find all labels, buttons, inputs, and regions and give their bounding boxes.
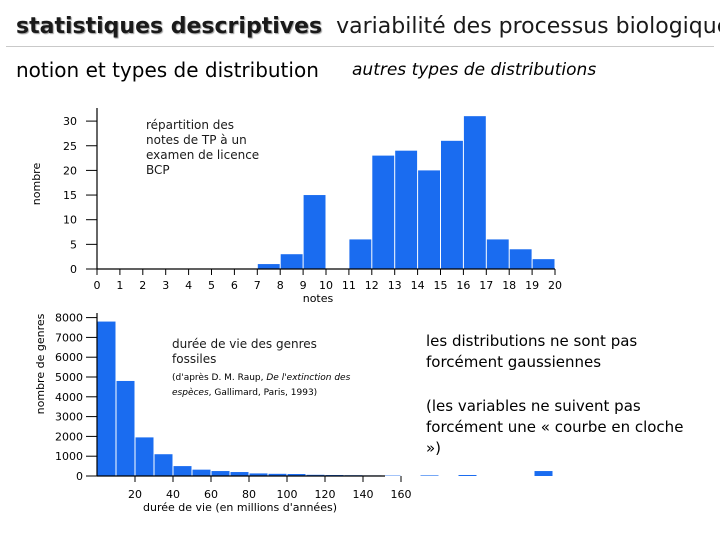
chart2-y-tick-label: 8000 xyxy=(55,312,83,325)
chart2-annotation-line: durée de vie des genres xyxy=(172,337,317,351)
header-divider xyxy=(6,46,714,47)
chart1-ylabel: nombre xyxy=(30,163,43,206)
chart2-x-tick-label: 160 xyxy=(391,488,412,501)
chart1-bar xyxy=(463,116,486,269)
chart1-x-tick-label: 12 xyxy=(365,279,379,292)
chart2-y-tick-label: 1000 xyxy=(55,450,83,463)
subtitle-right: autres types de distributions xyxy=(352,60,597,80)
chart2-xlabel: durée de vie (en millions d'années) xyxy=(143,501,337,514)
chart2-bar xyxy=(135,437,154,476)
chart1-annotation-line: BCP xyxy=(146,163,170,177)
chart1-x-tick-label: 10 xyxy=(319,279,333,292)
chart2-bar xyxy=(268,473,287,476)
chart1-bar xyxy=(372,155,395,269)
chart1-x-tick-label: 6 xyxy=(231,279,238,292)
chart1-bar xyxy=(509,249,532,269)
chart1-x-tick-label: 13 xyxy=(388,279,402,292)
chart1-x-tick-label: 8 xyxy=(277,279,284,292)
chart2-y-tick-label: 0 xyxy=(76,470,83,483)
chart1-x-tick-label: 16 xyxy=(456,279,470,292)
chart1-x-tick-label: 11 xyxy=(342,279,356,292)
chart2-bar xyxy=(230,472,249,476)
chart1-y-tick-label: 5 xyxy=(70,238,77,251)
chart1-x-tick-label: 14 xyxy=(411,279,425,292)
chart1-y-tick-label: 30 xyxy=(63,115,77,128)
chart2-x-tick-label: 100 xyxy=(277,488,298,501)
chart2-x-tick-label: 140 xyxy=(353,488,374,501)
chart1-y-tick-label: 15 xyxy=(63,189,77,202)
chart1-x-tick-label: 2 xyxy=(139,279,146,292)
subtitle-left: notion et types de distribution xyxy=(16,58,319,82)
chart1-bar xyxy=(303,195,326,269)
chart2-x-tick-label: 40 xyxy=(166,488,180,501)
chart2-y-tick-label: 5000 xyxy=(55,371,83,384)
chart1-bar xyxy=(257,264,280,269)
chart2-x-tick-label: 60 xyxy=(204,488,218,501)
header-title-rest: variabilité des processus biologiques xyxy=(336,14,720,39)
chart1-bar xyxy=(418,170,440,269)
chart2-bar xyxy=(173,466,192,476)
chart1-x-tick-label: 5 xyxy=(208,279,215,292)
chart2-bar xyxy=(154,454,173,476)
chart1-x-tick-label: 15 xyxy=(434,279,448,292)
chart1-x-tick-label: 20 xyxy=(548,279,562,292)
chart1-bar xyxy=(532,259,555,269)
chart2-y-tick-label: 6000 xyxy=(55,351,83,364)
chart2-bar xyxy=(458,475,477,476)
chart2-bar xyxy=(249,473,268,476)
chart2-bar xyxy=(420,475,439,476)
chart1-x-tick-label: 4 xyxy=(185,279,192,292)
chart2-bar xyxy=(534,471,553,476)
chart1-y-tick-label: 10 xyxy=(63,214,77,227)
chart2-bar xyxy=(116,380,135,476)
chart1-bar xyxy=(441,140,463,269)
side-text-distributions: les distributions ne sont pas forcément … xyxy=(426,332,638,371)
chart1-bar xyxy=(395,150,418,269)
chart2-x-tick-label: 80 xyxy=(242,488,256,501)
chart1-annotation-line: notes de TP à un xyxy=(146,133,247,147)
chart1-xlabel: notes xyxy=(303,292,334,305)
chart1-x-tick-label: 19 xyxy=(525,279,539,292)
page-header: statistiques descriptives variabilité des… xyxy=(16,14,720,39)
chart1-x-tick-label: 3 xyxy=(162,279,169,292)
chart2-annotation-line: fossiles xyxy=(172,352,216,366)
chart2-y-tick-label: 2000 xyxy=(55,430,83,443)
chart2-bar xyxy=(211,471,230,476)
chart1-y-tick-label: 0 xyxy=(70,263,77,276)
chart2-y-tick-label: 3000 xyxy=(55,411,83,424)
chart1-y-tick-label: 20 xyxy=(63,164,77,177)
chart2-bar xyxy=(287,474,306,476)
chart2-ylabel: nombre de genres xyxy=(34,313,47,414)
chart1-bar xyxy=(349,239,372,269)
side-text-variables: (les variables ne suivent pas forcément … xyxy=(426,397,684,457)
chart2-source-line2: espèces, Gallimard, Paris, 1993) xyxy=(172,387,317,398)
chart2-y-tick-label: 7000 xyxy=(55,331,83,344)
chart2-source: (d'après D. M. Raup, De l'extinction des xyxy=(172,372,351,383)
chart2-bar xyxy=(97,321,116,476)
chart1-y-tick-label: 25 xyxy=(63,140,77,153)
chart1-x-tick-label: 7 xyxy=(254,279,261,292)
chart2-x-tick-label: 120 xyxy=(315,488,336,501)
chart1-annotation-line: examen de licence xyxy=(146,148,259,162)
chart1-x-tick-label: 17 xyxy=(479,279,493,292)
chart2-x-tick-label: 20 xyxy=(128,488,142,501)
header-title-bold: statistiques descriptives xyxy=(16,14,323,39)
chart1-x-tick-label: 18 xyxy=(502,279,516,292)
chart1-bar xyxy=(280,254,303,269)
chart1-bar xyxy=(486,239,509,269)
chart2-y-tick-label: 4000 xyxy=(55,391,83,404)
chart1-x-tick-label: 0 xyxy=(94,279,101,292)
chart1-annotation-line: répartition des xyxy=(146,118,234,132)
chart1-x-tick-label: 9 xyxy=(300,279,307,292)
chart2-bar xyxy=(192,469,211,476)
chart1-x-tick-label: 1 xyxy=(116,279,123,292)
